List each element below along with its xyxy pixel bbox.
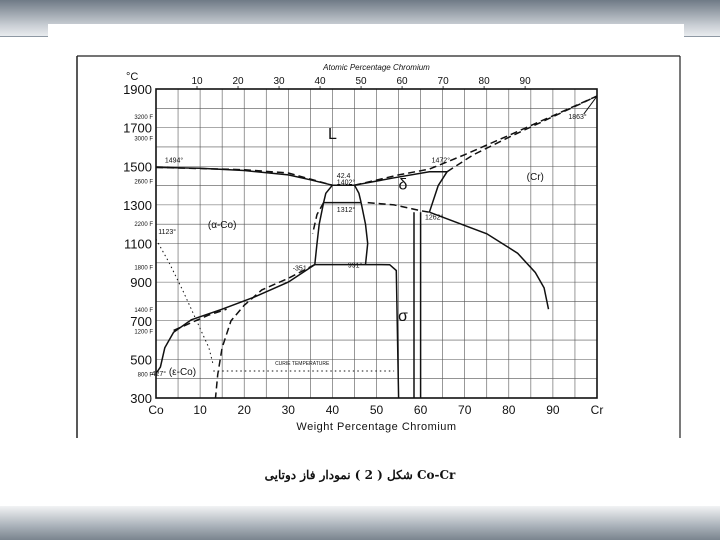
phase-boundary-dashed-1 <box>155 166 333 186</box>
x-top-tick-label: 20 <box>232 76 244 87</box>
phase-label: σ <box>398 308 408 325</box>
melting-point-arrow <box>583 95 598 115</box>
phase-boundary-solid-3 <box>354 170 448 186</box>
temperature-annotation: 1123° <box>158 228 176 236</box>
x-tick-label: 10 <box>193 403 207 417</box>
phase-boundary-solid-14 <box>365 263 400 399</box>
x-top-tick-label: 10 <box>191 76 203 87</box>
x-tick-label: 30 <box>282 403 296 417</box>
phase-boundary-dashed-4 <box>354 95 598 186</box>
x-tick-label: 40 <box>326 403 340 417</box>
temperature-annotation: -351 <box>293 266 307 273</box>
temperature-annotation: 1312° <box>337 206 356 214</box>
y-fahrenheit-label: 800 F <box>138 372 154 378</box>
y-tick-label: 1300 <box>123 198 152 213</box>
figure-caption: شکل ( 2 ) نمودار فاز دوتایی Co-Cr <box>264 468 456 482</box>
phase-boundary-solid-7 <box>353 184 362 203</box>
temperature-annotation: 991° <box>348 262 363 270</box>
x-tick-label: 50 <box>370 403 384 417</box>
temperature-annotation: CURIE TEMPERATURE <box>275 361 330 367</box>
phase-boundary-dashed-5 <box>446 95 598 173</box>
phase-label: (ε-Co) <box>169 367 196 378</box>
x-top-tick-label: 70 <box>438 76 450 87</box>
temperature-annotation: 1863° <box>568 113 587 121</box>
phase-boundary-solid-6 <box>322 184 333 203</box>
x-top-tick-label: 30 <box>273 76 285 87</box>
y-fahrenheit-label: 1800 F <box>134 265 153 271</box>
y-fahrenheit-label: 3200 F <box>134 115 153 121</box>
y-tick-label: 900 <box>130 275 152 290</box>
phase-boundary-solid-11 <box>360 202 369 265</box>
temperature-annotation: 1402° <box>337 179 356 187</box>
y-tick-label: 700 <box>130 314 152 329</box>
y-tick-label: 500 <box>130 352 152 367</box>
phase-label: L <box>328 126 337 143</box>
x-tick-label: Co <box>148 403 164 417</box>
phase-label: δ <box>399 176 408 193</box>
x-top-tick-label: 80 <box>479 76 491 87</box>
x-top-tick-label: 60 <box>397 76 409 87</box>
x-top-tick-label: 50 <box>356 76 368 87</box>
temperature-annotation: 1262° <box>425 213 444 221</box>
phase-boundary-solid-18 <box>429 211 550 310</box>
x-tick-label: 90 <box>546 403 560 417</box>
y-fahrenheit-label: 2200 F <box>134 222 153 228</box>
phase-boundary-solid-12 <box>314 202 325 265</box>
temperature-annotation: 427° <box>152 370 167 378</box>
y-tick-label: 1900 <box>123 82 152 97</box>
y-tick-label: 300 <box>130 391 152 406</box>
y-tick-label: 1700 <box>123 121 152 136</box>
phase-label: (α-Co) <box>208 220 237 231</box>
phase-label: (Cr) <box>527 172 544 183</box>
phase-boundary-solid-17 <box>428 171 448 213</box>
x-top-tick-label: 40 <box>314 76 326 87</box>
x-tick-label: Cr <box>591 403 604 417</box>
x-axis-label: Weight Percentage Chromium <box>296 421 456 433</box>
y-fahrenheit-label: 2600 F <box>134 179 153 185</box>
x-top-axis-label: Atomic Percentage Chromium <box>322 63 430 72</box>
y-fahrenheit-label: 3000 F <box>134 136 153 142</box>
y-fahrenheit-label: 1200 F <box>134 330 153 336</box>
temperature-annotation: 1494° <box>165 156 184 164</box>
slide-footer-band <box>0 506 720 540</box>
x-tick-label: 60 <box>414 403 428 417</box>
temperature-annotation: 42.4 <box>337 173 351 180</box>
y-tick-label: 1500 <box>123 159 152 174</box>
temperature-annotation: 1472° <box>432 156 451 164</box>
plot-frame <box>155 88 598 399</box>
y-axis-unit: °C <box>126 71 138 83</box>
phase-boundary-solid-19 <box>155 263 316 374</box>
phase-boundary-dashed-20 <box>214 263 316 399</box>
phase-boundary-dotted-22 <box>155 238 214 366</box>
y-tick-label: 1100 <box>124 237 152 252</box>
phase-boundary-dashed-10 <box>311 202 325 234</box>
x-tick-label: 20 <box>238 403 252 417</box>
x-tick-label: 80 <box>502 403 516 417</box>
phase-boundary-dashed-21 <box>173 308 227 332</box>
x-tick-label: 70 <box>458 403 472 417</box>
x-top-tick-label: 90 <box>520 76 532 87</box>
y-fahrenheit-label: 1400 F <box>134 308 153 314</box>
phase-boundary-dashed-9 <box>367 201 430 213</box>
